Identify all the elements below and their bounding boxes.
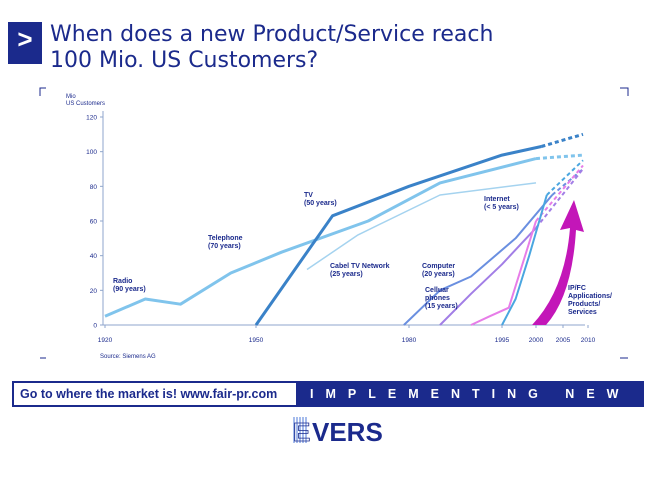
annotation-label-7: Internet xyxy=(484,196,510,203)
series-projection-6 xyxy=(535,164,584,222)
title-marker: > xyxy=(8,22,42,64)
title-line-2: 100 Mio. US Customers? xyxy=(50,48,319,73)
x-tick-label: 2000 xyxy=(529,337,544,344)
series-projection-1 xyxy=(535,153,584,161)
y-tick-label: 120 xyxy=(86,115,97,122)
y-axis-label: US Customers xyxy=(66,101,105,107)
annotation-label-8: IP/FC xyxy=(568,285,586,292)
y-tick-label: 80 xyxy=(90,184,98,191)
banner-slogan[interactable]: Go to where the market is! www.fair-pr.c… xyxy=(14,383,302,405)
banner-tagline: IMPLEMENTING NEW IDEAS xyxy=(296,383,642,405)
series-projection-3 xyxy=(540,132,584,148)
y-tick-label: 20 xyxy=(90,288,98,295)
y-axis-label: Mio xyxy=(66,94,76,100)
annotation-label-6: Celluar xyxy=(425,287,449,294)
x-tick-label: 2010 xyxy=(581,337,596,344)
annotation-label-2: (70 years) xyxy=(208,243,241,250)
series-line-4 xyxy=(403,194,553,326)
y-tick-label: 0 xyxy=(93,323,97,330)
x-tick-label: 1995 xyxy=(495,337,510,344)
logo-e-letter: E xyxy=(293,417,310,447)
annotation-label-5: (20 years) xyxy=(422,271,455,278)
y-tick-label: 60 xyxy=(90,219,98,226)
series-line-5 xyxy=(439,227,537,326)
annotation-label-3: TV xyxy=(304,192,313,199)
x-tick-label: 1950 xyxy=(249,337,264,344)
annotation-label-8: Services xyxy=(568,309,597,316)
series-projection-4 xyxy=(551,168,584,196)
y-tick-label: 100 xyxy=(86,149,97,156)
y-tick-label: 40 xyxy=(90,253,98,260)
page-title: When does a new Product/Service reach 10… xyxy=(50,22,610,74)
series-projection-7 xyxy=(546,159,584,196)
annotation-label-4: Cabel TV Network xyxy=(330,263,390,270)
annotation-label-3: (50 years) xyxy=(304,200,337,207)
annotation-label-5: Computer xyxy=(422,263,455,270)
annotation-label-1: (90 years) xyxy=(113,286,146,293)
logo-e-mark xyxy=(293,417,307,443)
evers-logo: E VERS xyxy=(293,417,383,447)
growth-arrow xyxy=(532,200,584,325)
title-line-1: When does a new Product/Service reach xyxy=(50,22,494,47)
annotation-label-1: Radio xyxy=(113,278,132,285)
corner-mark-1 xyxy=(39,87,46,96)
x-tick-label: 1920 xyxy=(98,337,113,344)
logo-vers-text: VERS xyxy=(312,417,383,447)
annotation-label-8: Applications/ xyxy=(568,293,612,300)
series-line-6 xyxy=(470,220,537,326)
series-line-2 xyxy=(306,182,537,271)
annotation-label-8: Products/ xyxy=(568,301,600,308)
series-line-3 xyxy=(254,145,542,326)
x-tick-label: 1980 xyxy=(402,337,417,344)
banner: Go to where the market is! www.fair-pr.c… xyxy=(12,381,644,407)
annotation-label-7: (< 5 years) xyxy=(484,204,519,211)
x-tick-label: 2005 xyxy=(556,337,571,344)
corner-mark-2 xyxy=(620,87,629,96)
source-note: Source: Siemens AG xyxy=(100,354,156,360)
annotation-label-6: phones xyxy=(425,295,450,302)
annotation-label-4: (25 years) xyxy=(330,271,363,278)
series-line-1 xyxy=(104,157,537,318)
annotation-label-6: (15 years) xyxy=(425,303,458,310)
annotation-label-2: Telephone xyxy=(208,235,243,242)
series-line-7 xyxy=(501,194,548,326)
series-projection-5 xyxy=(535,168,584,229)
